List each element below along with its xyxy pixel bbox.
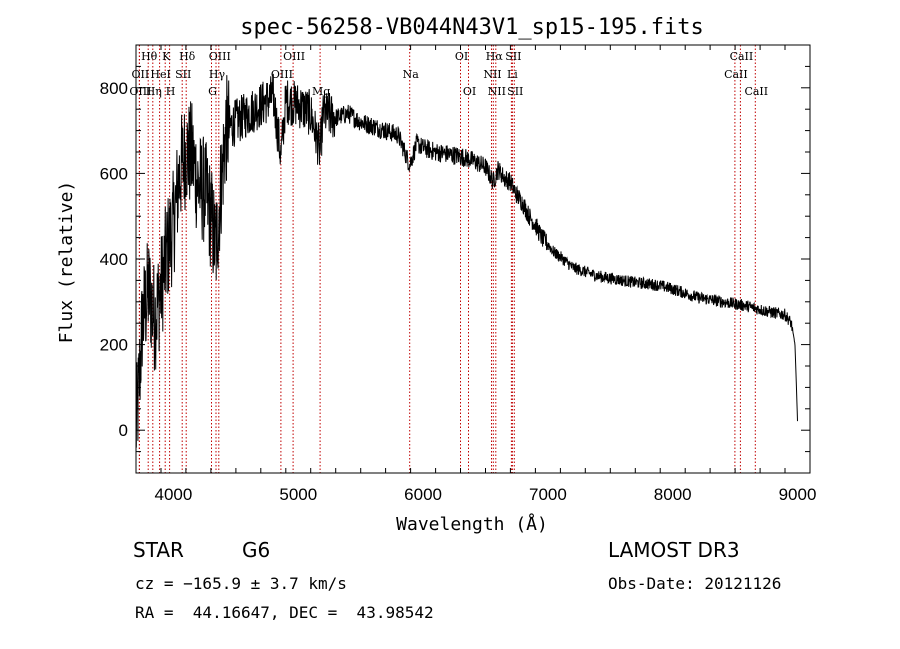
survey-name: LAMOST DR3 [608, 538, 740, 562]
line-label-19: SII [505, 50, 521, 63]
coordinates: RA = 44.16647, DEC = 43.98542 [135, 603, 434, 622]
x-tick-label-4000: 4000 [154, 485, 192, 504]
line-label-1: K [162, 50, 171, 63]
y-tick-label-800: 800 [100, 79, 128, 98]
line-label-2: Hδ [179, 50, 196, 63]
line-label-25: CaII [724, 68, 748, 81]
line-label-5: SII [175, 68, 191, 81]
line-label-3: OII [132, 68, 150, 81]
y-tick-label-0: 0 [119, 421, 128, 440]
plot-area: 4000 5000 6000 7000 8000 9000 0 200 400 600 800 Hθ K… [100, 44, 817, 504]
line-label-17: OI [463, 85, 476, 98]
y-axis-label: Flux (relative) [56, 181, 77, 344]
object-class: STAR [133, 538, 184, 562]
line-label-6: OIII [129, 85, 151, 98]
line-label-21: Li [507, 68, 518, 81]
line-label-18: Hα [486, 50, 504, 63]
line-label-23: SII [507, 85, 523, 98]
chart-title: spec-56258-VB044N43V1_sp15-195.fits [240, 15, 704, 40]
line-label-10: Hγ [209, 68, 226, 81]
x-tick-label-8000: 8000 [654, 485, 692, 504]
line-label-7: Hη [146, 85, 162, 98]
line-label-11: G [208, 85, 217, 98]
y-tick-label-400: 400 [100, 250, 128, 269]
x-tick-label-9000: 9000 [779, 485, 817, 504]
line-label-22: NII [488, 85, 506, 98]
line-label-24: CaII [730, 50, 754, 63]
line-label-14: Mg [312, 85, 330, 98]
x-axis-label: Wavelength (Å) [396, 513, 548, 535]
x-tick-label-6000: 6000 [404, 485, 442, 504]
line-label-20: NII [483, 68, 501, 81]
line-label-8: H [166, 85, 176, 98]
y-tick-label-600: 600 [100, 164, 128, 183]
line-label-26: CaII [744, 85, 768, 98]
y-tick-label-200: 200 [100, 336, 128, 355]
x-tick-label-7000: 7000 [529, 485, 567, 504]
line-label-15: Na [403, 68, 420, 81]
observation-date: Obs-Date: 20121126 [608, 574, 782, 593]
line-label-16: OI [455, 50, 468, 63]
object-subclass: G6 [242, 538, 271, 562]
spectrum-line [135, 73, 798, 448]
redshift-value: cz = −165.9 ± 3.7 km/s [135, 574, 347, 593]
x-tick-label-5000: 5000 [279, 485, 317, 504]
line-label-0: Hθ [141, 50, 158, 63]
line-label-13: OIII [271, 68, 293, 81]
line-label-12: OIII [283, 50, 305, 63]
line-label-4: HeI [150, 68, 170, 81]
line-label-9: OIII [209, 50, 231, 63]
